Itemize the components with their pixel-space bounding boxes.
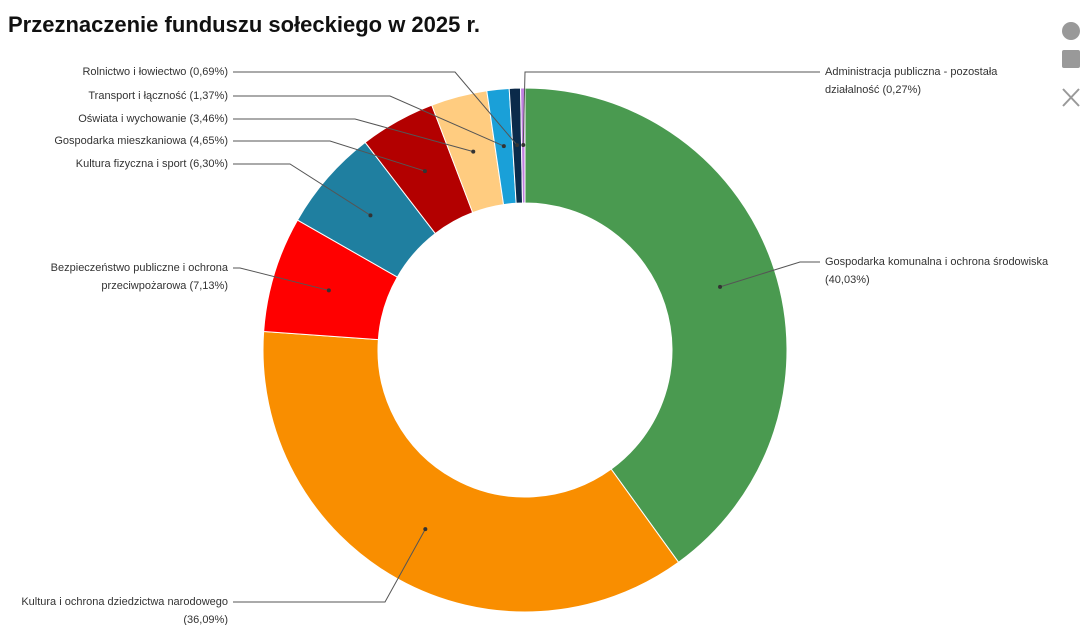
leader-line [233, 528, 426, 603]
slice [262, 330, 680, 613]
category-name: Kultura i ochrona dziedzictwa narodowego [21, 596, 228, 608]
value-label: (1,37%) [189, 90, 228, 102]
data-label: Rolnictwo i łowiectwo (0,69%) [13, 63, 228, 81]
category-name: Gospodarka mieszkaniowa [54, 135, 187, 147]
facebook-icon[interactable] [1062, 22, 1080, 40]
value-label: (0,27%) [882, 84, 922, 96]
data-label: Kultura fizyczna i sport (6,30%) [13, 155, 228, 173]
leader-line [719, 261, 820, 288]
data-label: Oświata i wychowanie (3,46%) [13, 110, 228, 128]
data-label: Kultura i ochrona dziedzictwa narodowego… [13, 593, 228, 625]
category-name: Bezpieczeństwo publiczne i ochrona przec… [50, 262, 228, 292]
value-label: (6,30%) [189, 158, 228, 170]
value-label: (3,46%) [189, 113, 228, 125]
category-name: Rolnictwo i łowiectwo [82, 66, 187, 78]
leader-dot [368, 213, 373, 218]
leader-dot [521, 143, 526, 148]
linkedin-icon[interactable] [1062, 50, 1080, 68]
leader-line [522, 71, 820, 146]
category-name: Administracja publiczna - pozostała dzia… [825, 66, 998, 96]
x-icon[interactable] [1062, 88, 1080, 107]
leader-dot [515, 143, 520, 148]
leader-line [233, 163, 371, 216]
leader-dot [326, 288, 331, 293]
leader-dot [423, 527, 428, 532]
leader-dot [718, 284, 723, 289]
data-label: Bezpieczeństwo publiczne i ochrona przec… [13, 259, 228, 295]
data-label: Administracja publiczna - pozostała dzia… [825, 63, 1050, 99]
category-name: Gospodarka komunalna i ochrona środowisk… [825, 256, 1049, 268]
leader-dot [422, 169, 427, 174]
share-icons[interactable] [1062, 22, 1080, 107]
leader-line [233, 95, 505, 147]
leader-line [233, 140, 426, 172]
value-label: (7,13%) [189, 280, 228, 292]
category-name: Oświata i wychowanie [78, 113, 187, 125]
leader-dot [471, 149, 476, 154]
value-label: (0,69%) [189, 66, 228, 78]
data-label: Gospodarka mieszkaniowa (4,65%) [13, 132, 228, 150]
value-label: (40,03%) [825, 274, 870, 286]
chart-title: Przeznaczenie funduszu sołeckiego w 2025… [8, 12, 480, 37]
category-name: Kultura fizyczna i sport [75, 158, 187, 170]
value-label: (4,65%) [189, 135, 228, 147]
leader-dot [501, 144, 506, 149]
data-label: Transport i łączność (1,37%) [13, 87, 228, 105]
category-name: Transport i łączność [88, 90, 187, 102]
data-label: Gospodarka komunalna i ochrona środowisk… [825, 253, 1050, 289]
value-label: (36,09%) [183, 614, 228, 625]
leader-line [233, 118, 474, 153]
leader-line [233, 267, 329, 291]
slice [524, 87, 788, 563]
leader-line [233, 71, 518, 146]
